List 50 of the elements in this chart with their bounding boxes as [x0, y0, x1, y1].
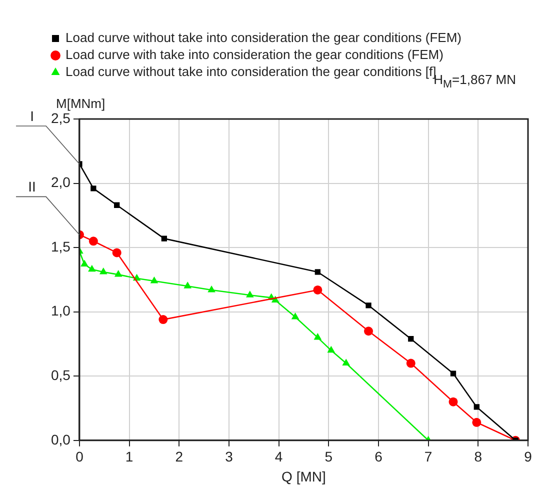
point — [80, 260, 88, 267]
point — [327, 346, 336, 353]
x-tick-label: 1 — [125, 448, 134, 465]
point — [406, 358, 416, 368]
x-tick-label: 9 — [524, 448, 532, 465]
point — [158, 315, 168, 324]
point — [448, 397, 458, 406]
point — [246, 290, 254, 298]
point — [474, 404, 480, 410]
y-tick-label: 0,0 — [50, 431, 71, 448]
x-tick-label: 6 — [374, 448, 383, 465]
point — [364, 326, 374, 336]
y-tick-label: 2,0 — [50, 174, 71, 190]
y-tick-label: 1,0 — [50, 302, 71, 319]
legend-label: Load curve without take into consideration the gear conditions (FEM) — [66, 30, 462, 46]
point — [112, 248, 122, 258]
x-tick-label: 4 — [274, 448, 283, 465]
y-axis-title: M[MNm] — [56, 96, 106, 112]
point — [184, 282, 192, 288]
point — [314, 269, 321, 275]
point — [114, 270, 122, 277]
point — [161, 236, 168, 242]
annotation: II — [28, 178, 36, 195]
y-tick-label: 1,5 — [50, 238, 71, 254]
x-tick-label: 8 — [474, 448, 482, 465]
x-tick-label: 2 — [175, 448, 184, 465]
annotation: I — [30, 108, 34, 124]
point — [88, 264, 96, 272]
x-tick-label: 7 — [424, 448, 432, 465]
point — [472, 418, 482, 427]
point — [99, 267, 108, 274]
x-tick-label: 5 — [324, 448, 333, 465]
x-axis-title: Q [MN] — [282, 468, 326, 484]
point — [150, 276, 158, 284]
point — [314, 333, 322, 340]
point — [114, 202, 120, 208]
point — [450, 370, 456, 376]
x-tick-label: 0 — [76, 448, 84, 465]
x-tick-label: 3 — [225, 448, 234, 465]
legend-label: Load curve with take into consideration the gear conditions (FEM) — [66, 47, 444, 62]
point — [366, 302, 372, 308]
point — [208, 285, 216, 292]
point — [291, 312, 300, 320]
point — [90, 186, 96, 192]
y-tick-label: 0,5 — [50, 366, 71, 383]
point — [342, 358, 350, 366]
point — [313, 285, 322, 294]
point — [408, 336, 414, 342]
point — [88, 236, 98, 246]
y-tick-label: 2,5 — [50, 110, 71, 126]
